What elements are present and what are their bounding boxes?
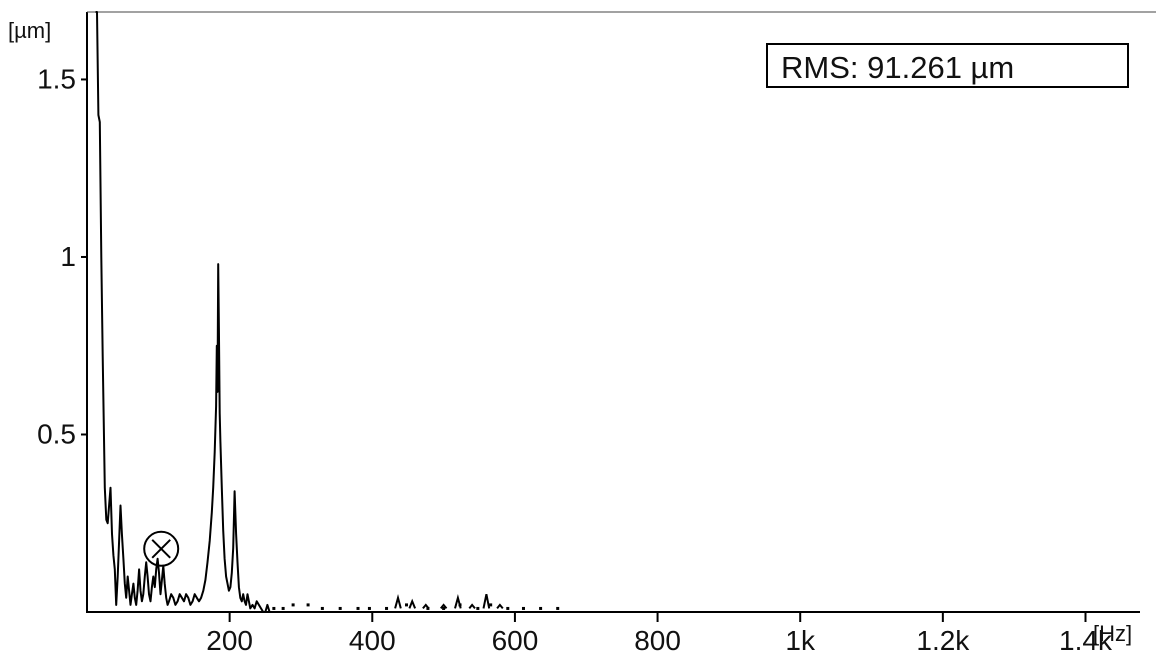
noise-segment — [440, 603, 448, 610]
noise-dot — [281, 606, 285, 610]
noise-dot — [489, 603, 493, 607]
series-line — [95, 11, 271, 613]
rms-box — [766, 43, 1129, 88]
scatter-dots — [272, 603, 560, 610]
noise-dot — [291, 603, 295, 607]
y-tick-label: 0.5 — [37, 418, 76, 449]
noise-dot — [506, 606, 510, 610]
y-tick-label: 1 — [60, 241, 76, 272]
noise-segment — [408, 598, 417, 609]
y-tick-label: 1.5 — [37, 63, 76, 94]
x-tick-label: 200 — [206, 625, 253, 656]
noise-segment — [496, 603, 504, 610]
rms-annotation: RMS: 91.261 µm — [766, 43, 1129, 88]
noise-dot — [556, 606, 560, 610]
y-ticks: 0.5 1 1.5 — [37, 63, 87, 449]
peak-marker — [143, 530, 180, 567]
noise-dot — [521, 606, 525, 610]
marker-cross-b — [151, 539, 171, 559]
noise-dot — [426, 606, 430, 610]
x-tick-label: 400 — [349, 625, 396, 656]
x-tick-label: 800 — [634, 625, 681, 656]
x-tick-label: 1.4k — [1059, 625, 1113, 656]
x-unit-label: [Hz] — [1093, 621, 1132, 646]
noise-segment — [394, 593, 402, 609]
y-unit-label: [µm] — [8, 18, 51, 43]
noise-dot — [458, 603, 462, 607]
x-ticks: 200 400 600 800 1k 1.2k 1.4k — [206, 612, 1113, 656]
noise-dot — [320, 606, 324, 610]
noise-dot — [338, 606, 342, 610]
noise-dot — [306, 603, 310, 607]
noise-dot — [539, 606, 543, 610]
x-tick-label: 1k — [785, 625, 816, 656]
noise-segment — [482, 593, 491, 609]
marker-circle — [143, 530, 180, 567]
noise-dot — [476, 606, 480, 610]
noise-dot — [272, 606, 276, 610]
x-tick-label: 1.2k — [916, 625, 970, 656]
plot-area: 0.5 1 1.5 200 400 600 800 1k 1.2k 1.4k — [37, 11, 1156, 656]
noise-dot — [405, 603, 409, 607]
noise-dot — [367, 606, 371, 610]
noise-dot — [442, 606, 446, 610]
small-segments — [394, 593, 504, 610]
noise-dot — [385, 606, 389, 610]
x-tick-label: 600 — [492, 625, 539, 656]
noise-segment — [454, 593, 462, 609]
rms-text: RMS: 91.261 µm — [781, 50, 1014, 85]
noise-dot — [356, 606, 360, 610]
noise-segment — [468, 603, 476, 610]
